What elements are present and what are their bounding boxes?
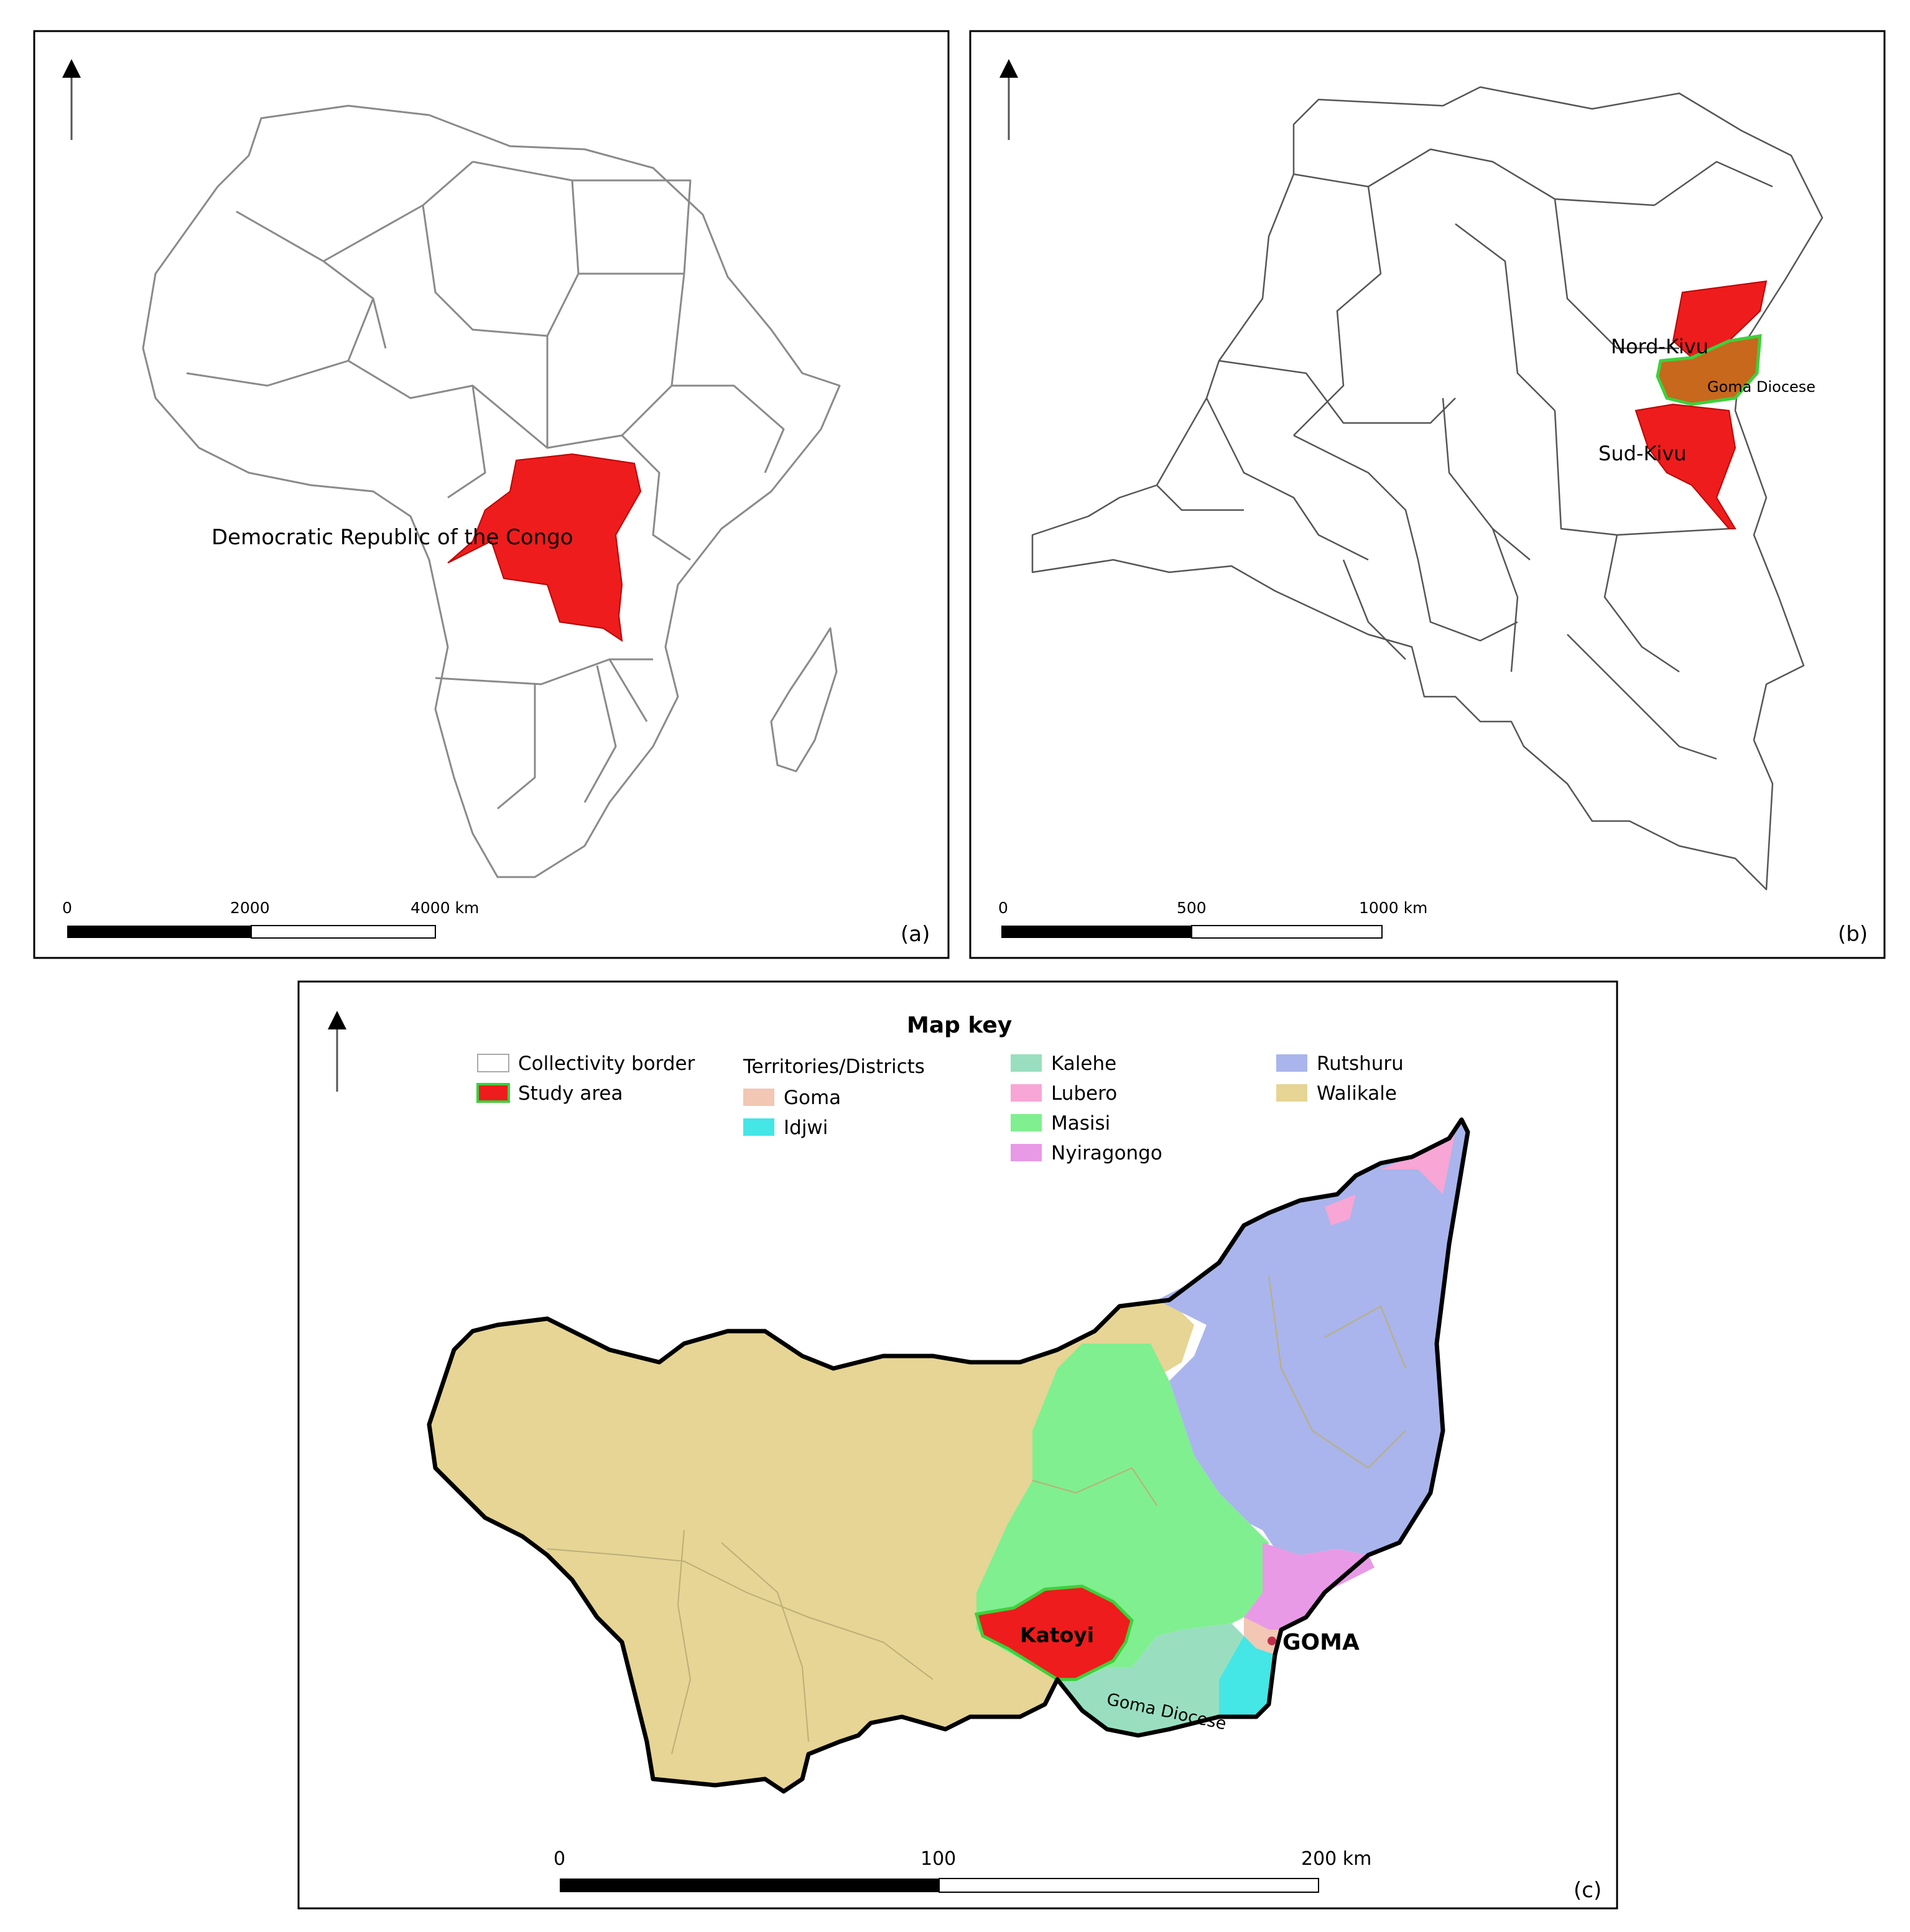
north-arrow-c xyxy=(328,1011,346,1092)
legend-swatch-rutshuru xyxy=(1276,1054,1307,1072)
panel-b-tag: (b) xyxy=(1838,922,1868,947)
legend-label-rutshuru: Rutshuru xyxy=(1317,1052,1404,1075)
territory-lubero-2 xyxy=(1325,1194,1356,1225)
legend-label-masisi: Masisi xyxy=(1051,1112,1110,1135)
territory-walikale xyxy=(429,1300,1194,1791)
legend-swatch-kalehe xyxy=(1011,1054,1042,1072)
goma-diocese-label-b: Goma Diocese xyxy=(1707,378,1815,396)
panel-a-tag: (a) xyxy=(901,922,930,947)
legend-col-right: Rutshuru Walikale xyxy=(1276,1052,1404,1105)
panel-a: Democratic Republic of the Congo 0 2000 … xyxy=(33,30,950,959)
legend-col-territories: Territories/Districts Goma Idjwi xyxy=(743,1056,925,1139)
study-area-katoyi xyxy=(974,1584,1134,1681)
goma-diocese-highlight xyxy=(1656,334,1762,406)
legend-label-kalehe: Kalehe xyxy=(1051,1052,1116,1075)
north-arrow-a xyxy=(62,59,81,140)
legend-col-mid: Kalehe Lubero Masisi Nyiragongo xyxy=(1011,1052,1162,1164)
territory-kalehe xyxy=(1057,1623,1244,1735)
panel-b-frame xyxy=(969,30,1886,959)
legend-swatch-goma xyxy=(743,1089,774,1106)
drc-highlight xyxy=(447,453,642,643)
scale-bar-c: 0 100 200 km xyxy=(554,1848,1371,1893)
katoyi-label: Katoyi xyxy=(1020,1623,1094,1647)
africa-map xyxy=(142,104,841,878)
panel-b: Nord-Kivu Sud-Kivu Goma Diocese 0 500 10… xyxy=(969,30,1886,959)
legend-label-walikale: Walikale xyxy=(1317,1082,1397,1105)
drc-map xyxy=(1031,86,1824,891)
scale-bar-a: 0 2000 4000 km xyxy=(62,899,479,939)
scale-c-0: 0 xyxy=(554,1848,565,1870)
sud-kivu-label: Sud-Kivu xyxy=(1598,442,1687,465)
scale-a-2: 4000 km xyxy=(410,899,479,917)
legend-swatch-walikale xyxy=(1276,1084,1307,1102)
legend-swatch-study-area xyxy=(476,1083,510,1103)
scale-b-1: 500 xyxy=(1177,899,1207,917)
goma-city-label: GOMA xyxy=(1282,1630,1360,1655)
map-key: Map key Collectivity border Study area T… xyxy=(476,1013,1404,1164)
legend-group-title: Territories/Districts xyxy=(743,1056,925,1078)
panel-a-frame xyxy=(33,30,950,959)
goma-diocese-outline xyxy=(427,1117,1470,1794)
scale-c-1: 100 xyxy=(920,1848,956,1870)
africa-outline xyxy=(142,104,841,878)
nord-kivu-label: Nord-Kivu xyxy=(1611,335,1708,358)
scale-a-0: 0 xyxy=(62,899,72,917)
legend-swatch-nyiragongo xyxy=(1011,1144,1042,1161)
legend-label-idjwi: Idjwi xyxy=(784,1117,828,1139)
map-key-title: Map key xyxy=(907,1013,1012,1038)
territory-nyiragongo xyxy=(1244,1543,1375,1630)
scale-a-1: 2000 xyxy=(230,899,270,917)
legend-label-lubero: Lubero xyxy=(1051,1082,1117,1105)
scale-b-2: 1000 km xyxy=(1359,899,1427,917)
legend-label-goma: Goma xyxy=(784,1087,841,1109)
legend-swatch-collectivity xyxy=(477,1054,509,1072)
legend-swatch-idjwi xyxy=(743,1118,774,1136)
country-label: Democratic Republic of the Congo xyxy=(211,525,573,550)
scale-b-0: 0 xyxy=(998,899,1008,917)
africa-country-borders xyxy=(186,160,785,810)
territory-idjwi xyxy=(1219,1636,1275,1717)
north-arrow-b xyxy=(999,59,1018,140)
scale-c-2: 200 km xyxy=(1301,1848,1371,1870)
panel-c: Map key Collectivity border Study area T… xyxy=(297,980,1618,1910)
panel-c-tag: (c) xyxy=(1574,1878,1602,1903)
goma-city-dot xyxy=(1268,1637,1276,1645)
drc-province-borders xyxy=(1156,148,1773,760)
legend-label-collectivity: Collectivity border xyxy=(518,1052,695,1075)
territories-map xyxy=(427,1117,1470,1794)
territory-lubero xyxy=(1381,1132,1455,1194)
legend-swatch-masisi xyxy=(1011,1114,1042,1131)
legend-col-left: Collectivity border Study area xyxy=(476,1052,695,1105)
legend-label-study-area: Study area xyxy=(518,1082,623,1105)
madagascar-outline xyxy=(770,627,838,773)
legend-swatch-lubero xyxy=(1011,1084,1042,1102)
scale-bar-b: 0 500 1000 km xyxy=(998,899,1427,939)
drc-outline xyxy=(1031,86,1824,891)
sud-kivu-highlight xyxy=(1634,403,1736,529)
legend-label-nyiragongo: Nyiragongo xyxy=(1051,1142,1162,1164)
collectivity-borders xyxy=(547,1275,1406,1755)
